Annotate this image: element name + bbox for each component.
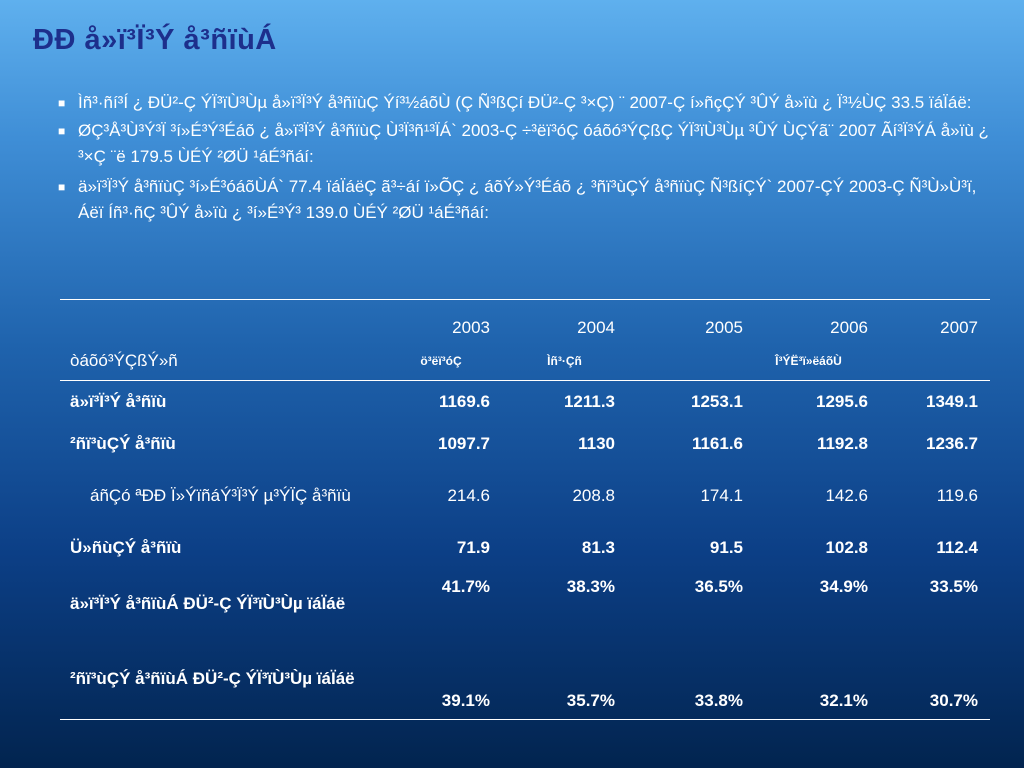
cell-value: 142.6 bbox=[825, 486, 868, 505]
cell-value: 91.5 bbox=[709, 538, 743, 557]
cell-value: 1130 bbox=[578, 434, 615, 453]
row-label: Ü»ñùÇÝ å³ñïù bbox=[70, 538, 182, 557]
subheader-forecast: Î³ÝË³ï»ëáõÙ bbox=[627, 342, 990, 381]
year-header-row: 2003 2004 2005 2006 2007 bbox=[60, 300, 990, 343]
cell-value: 33.8% bbox=[694, 691, 743, 710]
cell-value: 38.3% bbox=[566, 577, 615, 596]
row-label: ä»ï³Ï³Ý å³ñïùÁ ÐÜ²-Ç ÝÏ³ïÙ³Ùµ ïáÏáë bbox=[70, 594, 346, 613]
cell-value: 208.8 bbox=[572, 486, 615, 505]
cell-value: 174.1 bbox=[700, 486, 743, 505]
bullet-text: ØÇ³Å³Ù³Ý³Ï ³í»É³Ý³Éáõ ¿ å»ï³Ï³Ý å³ñïùÇ Ù… bbox=[78, 121, 989, 166]
bullet-text: ä»ï³Ï³Ý å³ñïùÇ ³í»É³óáõÙÁ` 77.4 ïáÏáëÇ ã… bbox=[78, 177, 977, 222]
cell-value: 1192.8 bbox=[816, 434, 868, 453]
year-header: 2007 bbox=[940, 318, 978, 337]
cell-value: 1295.6 bbox=[816, 392, 868, 411]
bullet-list: ■ Ìñ³·ñí³Í ¿ ÐÜ²-Ç ÝÏ³ïÙ³Ùµ å»ï³Ï³Ý å³ñï… bbox=[58, 90, 993, 228]
cell-value: 1349.1 bbox=[926, 392, 978, 411]
cell-value: 1253.1 bbox=[691, 392, 743, 411]
row-label: ²ñï³ùÇÝ å³ñïùÁ ÐÜ²-Ç ÝÏ³ïÙ³Ùµ ïáÏáë bbox=[70, 669, 355, 688]
table-row: Ü»ñùÇÝ å³ñïù 71.9 81.3 91.5 102.8 112.4 bbox=[60, 527, 990, 569]
year-header: 2005 bbox=[705, 318, 743, 337]
slide-title: ÐÐ å»ï³Ï³Ý å³ñïùÁ bbox=[33, 24, 277, 56]
bullet-item: ■ Ìñ³·ñí³Í ¿ ÐÜ²-Ç ÝÏ³ïÙ³Ùµ å»ï³Ï³Ý å³ñï… bbox=[58, 90, 993, 116]
cell-value: 102.8 bbox=[825, 538, 868, 557]
cell-value: 71.9 bbox=[456, 538, 490, 557]
row-label: ²ñï³ùÇÝ å³ñïù bbox=[70, 434, 176, 453]
year-header: 2003 bbox=[452, 318, 490, 337]
square-bullet-icon: ■ bbox=[58, 124, 66, 138]
cell-value: 1097.7 bbox=[438, 434, 490, 453]
year-header: 2004 bbox=[577, 318, 615, 337]
cell-value: 36.5% bbox=[694, 577, 743, 596]
table-row: ²ñï³ùÇÝ å³ñïù 1097.7 1130 1161.6 1192.8 … bbox=[60, 423, 990, 465]
cell-value: 119.6 bbox=[936, 486, 978, 505]
square-bullet-icon: ■ bbox=[58, 180, 66, 194]
cell-value: 1169.6 bbox=[438, 392, 490, 411]
subheader-actual: ö³ëï³óÇ bbox=[380, 342, 502, 381]
bullet-text: Ìñ³·ñí³Í ¿ ÐÜ²-Ç ÝÏ³ïÙ³Ùµ å»ï³Ï³Ý å³ñïùÇ… bbox=[78, 93, 972, 112]
cell-value: 112.4 bbox=[936, 538, 978, 557]
header-spacer bbox=[60, 300, 380, 343]
debt-table: 2003 2004 2005 2006 2007 òáõó³ÝÇßÝ»ñ ö³ë… bbox=[60, 299, 990, 720]
table-row: ²ñï³ùÇÝ å³ñïùÁ ÐÜ²-Ç ÝÏ³ïÙ³Ùµ ïáÏáë 39.1… bbox=[60, 639, 990, 720]
subheader-program: Ìñ³·Çñ bbox=[502, 342, 627, 381]
table-row: áñÇó ªÐÐ Ï»ÝïñáÝ³Ï³Ý µ³ÝÏÇ å³ñïù 214.6 2… bbox=[60, 465, 990, 527]
bullet-item: ■ ØÇ³Å³Ù³Ý³Ï ³í»É³Ý³Éáõ ¿ å»ï³Ï³Ý å³ñïùÇ… bbox=[58, 118, 993, 170]
cell-value: 1236.7 bbox=[926, 434, 978, 453]
cell-value: 1211.3 bbox=[563, 392, 615, 411]
cell-value: 30.7% bbox=[929, 691, 978, 710]
cell-value: 32.1% bbox=[819, 691, 868, 710]
cell-value: 1161.6 bbox=[691, 434, 743, 453]
subheader-row: òáõó³ÝÇßÝ»ñ ö³ëï³óÇ Ìñ³·Çñ Î³ÝË³ï»ëáõÙ bbox=[60, 342, 990, 381]
table-row: ä»ï³Ï³Ý å³ñïùÁ ÐÜ²-Ç ÝÏ³ïÙ³Ùµ ïáÏáë 41.7… bbox=[60, 569, 990, 639]
cell-value: 33.5% bbox=[929, 577, 978, 596]
cell-value: 39.1% bbox=[441, 691, 490, 710]
table-row: ä»ï³Ï³Ý å³ñïù 1169.6 1211.3 1253.1 1295.… bbox=[60, 381, 990, 424]
bullet-item: ■ ä»ï³Ï³Ý å³ñïùÇ ³í»É³óáõÙÁ` 77.4 ïáÏáëÇ… bbox=[58, 174, 993, 226]
cell-value: 35.7% bbox=[566, 691, 615, 710]
year-header: 2006 bbox=[830, 318, 868, 337]
row-header-label: òáõó³ÝÇßÝ»ñ bbox=[60, 342, 380, 381]
square-bullet-icon: ■ bbox=[58, 96, 66, 110]
row-label: áñÇó ªÐÐ Ï»ÝïñáÝ³Ï³Ý µ³ÝÏÇ å³ñïù bbox=[90, 486, 351, 505]
cell-value: 81.3 bbox=[581, 538, 615, 557]
cell-value: 214.6 bbox=[447, 486, 490, 505]
cell-value: 34.9% bbox=[819, 577, 868, 596]
cell-value: 41.7% bbox=[441, 577, 490, 596]
row-label: ä»ï³Ï³Ý å³ñïù bbox=[70, 392, 167, 411]
